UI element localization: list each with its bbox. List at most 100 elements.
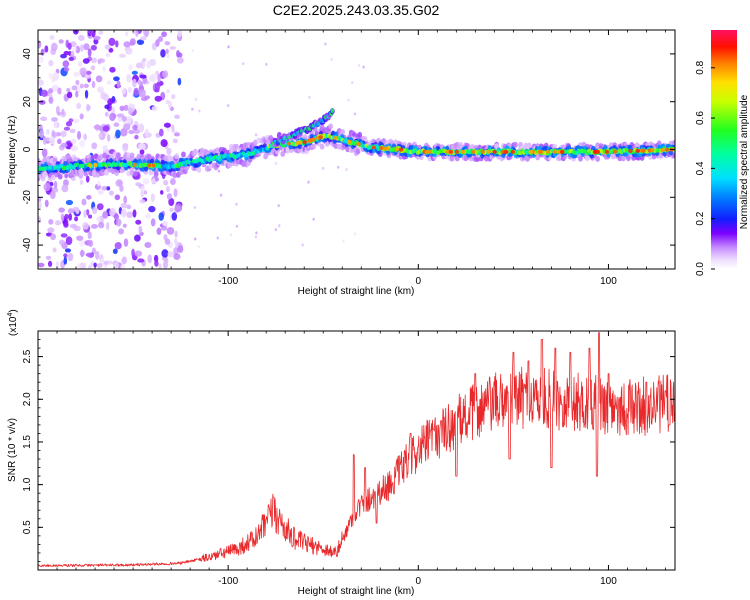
- spectrogram-cell: [194, 97, 198, 101]
- spectrogram-cell: [40, 116, 48, 122]
- spectrogram-cell: [75, 79, 80, 86]
- spectrogram-cell: [78, 168, 84, 175]
- spectrogram-cell: [70, 138, 77, 144]
- spectrogram-cell: [635, 148, 640, 153]
- spectrogram-cell: [126, 115, 132, 124]
- spectrogram-cell: [125, 31, 129, 37]
- spectrogram-cell: [118, 228, 124, 235]
- spectrogram-cell: [79, 67, 87, 76]
- spectrogram-cell: [47, 227, 55, 234]
- snr-panel: -100 0 100 0.5 1.0 1.5 2.0 2.5 Height of straig…: [7, 309, 676, 597]
- spectrogram-cell: [394, 147, 399, 152]
- spectrogram-cell: [158, 263, 162, 269]
- y-tick-label: 40: [22, 48, 33, 60]
- spectrogram-cell: [109, 112, 116, 122]
- spectrogram-cell: [175, 241, 179, 249]
- spectrogram-cell: [67, 252, 74, 262]
- colorbar-ticks: 0.0 0.2 0.4 0.6 0.8: [695, 60, 715, 276]
- spectrogram-cell: [40, 48, 45, 56]
- spectrogram-cell: [173, 253, 181, 261]
- spectrogram-cell: [345, 168, 348, 172]
- spectrogram-cell: [311, 143, 316, 150]
- spectrogram-cell: [552, 143, 558, 150]
- spectrogram-cell: [311, 137, 316, 142]
- spectrogram-cell: [177, 30, 182, 38]
- spectrogram-cell: [105, 52, 111, 58]
- spectrogram-cell: [143, 190, 148, 195]
- spectrogram-cell: [44, 199, 49, 208]
- spectrogram-cell: [173, 188, 178, 198]
- spectrogram-cell: [448, 149, 454, 154]
- spectrogram-cell: [324, 42, 327, 46]
- spectrogram-cell: [58, 39, 64, 44]
- spectrogram-cell: [80, 249, 84, 258]
- spectrogram-cell: [69, 170, 75, 177]
- spectrogram-cell: [595, 155, 601, 162]
- spectrogram-cell: [82, 222, 89, 230]
- spectrogram-cell: [58, 239, 65, 246]
- spectrogram-cell: [356, 142, 361, 147]
- spectrogram-cell: [102, 211, 109, 219]
- spectrogram-cell: [119, 105, 125, 112]
- spectrogram-cell: [660, 147, 665, 152]
- spectrogram-cell: [69, 223, 77, 229]
- spectrogram-cell: [160, 49, 166, 58]
- colorbar-tick-label: 0.0: [695, 262, 706, 276]
- spectrogram-cell: [357, 64, 361, 68]
- spectrogram-cell: [64, 213, 69, 220]
- spectrogram-cell: [229, 233, 233, 237]
- spectrogram-cell: [39, 129, 45, 139]
- spectrogram-cell: [123, 238, 129, 247]
- spectrogram-cell: [174, 114, 181, 119]
- spectrogram-cell: [65, 236, 73, 246]
- spectrogram-cell: [454, 149, 460, 154]
- x-tick-label: -100: [218, 276, 238, 287]
- spectrogram-cell: [51, 117, 58, 122]
- spectrogram-cell: [55, 261, 60, 269]
- spectrogram-cell: [62, 60, 70, 68]
- spectrogram-cell: [73, 71, 80, 77]
- spectrogram-cell: [128, 64, 133, 71]
- spectrogram-cell: [88, 214, 93, 219]
- y-tick-label: 0: [22, 146, 33, 152]
- spectrogram-cell: [132, 78, 137, 88]
- spectrogram-cell: [163, 122, 171, 128]
- spectrogram-cell: [38, 40, 41, 49]
- spectrogram-cell: [628, 149, 633, 154]
- spectrogram-cell: [265, 62, 268, 66]
- spectrogram-cell: [121, 115, 127, 122]
- spectrogram-cell: [83, 209, 87, 218]
- y-tick-label: 1.5: [22, 435, 33, 449]
- spectrogram-cell: [122, 223, 127, 228]
- spectrogram-cell: [103, 260, 109, 265]
- spectrogram-cell: [104, 104, 110, 110]
- spectrogram-cell: [125, 48, 133, 55]
- spectrogram-cell: [194, 237, 197, 241]
- spectrogram-cell: [151, 163, 156, 168]
- spectrogram-cell: [120, 264, 125, 269]
- spectrogram-cell: [123, 104, 129, 111]
- spectrogram-cell: [102, 66, 106, 72]
- spectrogram-cell: [83, 73, 92, 79]
- spectrogram-cell: [74, 216, 79, 222]
- spectrogram-cell: [104, 44, 111, 50]
- spectrogram-cell: [51, 174, 56, 181]
- spectrogram-cell: [92, 206, 98, 215]
- spectrogram-cell: [116, 152, 121, 159]
- spectrogram-cell: [114, 242, 122, 250]
- spectrogram-cell: [308, 95, 311, 99]
- spectrogram-cell: [55, 132, 62, 137]
- spectrogram-cell: [93, 35, 101, 41]
- spectrogram-cell: [537, 149, 543, 154]
- spectrogram-cell: [319, 124, 325, 131]
- spectrogram-cell: [312, 217, 315, 221]
- spectrogram-cell: [612, 149, 618, 154]
- spectrogram-cell: [48, 59, 54, 67]
- spectrogram-cell: [379, 145, 384, 150]
- spectrogram-cell: [171, 212, 178, 221]
- spectrogram-cell: [167, 154, 173, 161]
- spectrogram-cell: [254, 133, 258, 137]
- spectrogram-cell: [142, 57, 147, 62]
- spectrogram-cell: [108, 47, 114, 53]
- spectrogram-cell: [123, 41, 131, 48]
